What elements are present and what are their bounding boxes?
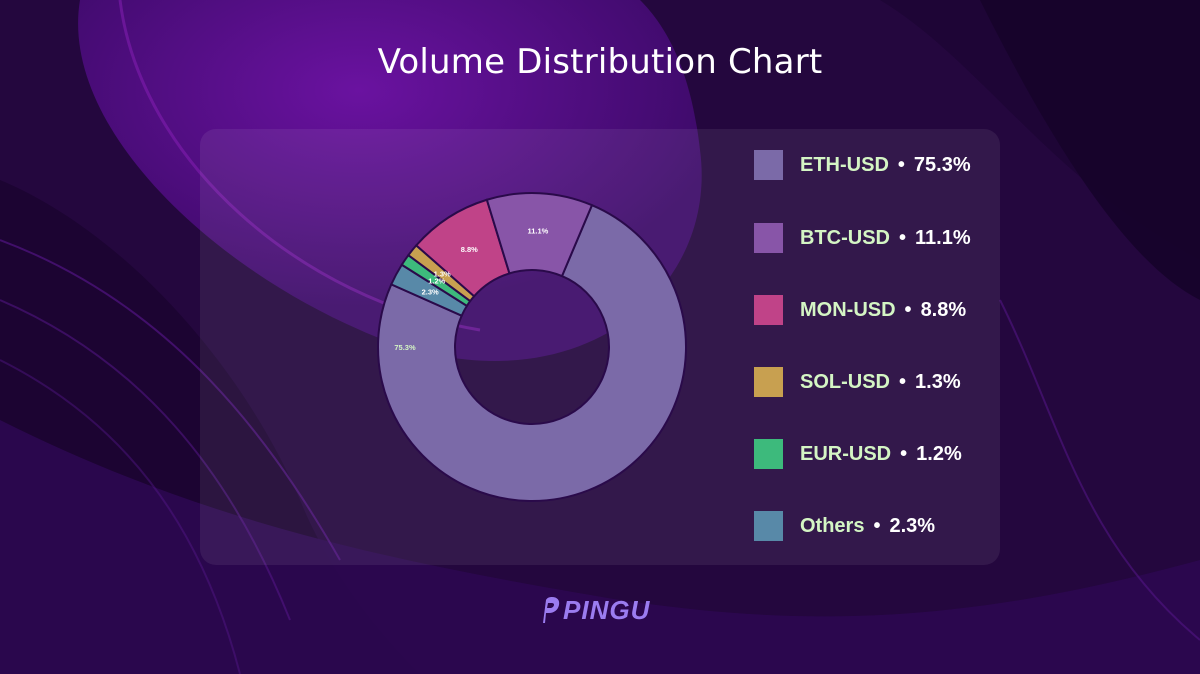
legend-separator: • [900,442,908,465]
legend-item: ETH-USD • 75.3% [754,147,971,183]
legend-swatch [754,150,783,180]
chart-title: Volume Distribution Chart [377,42,823,82]
legend-label: BTC-USD [800,226,890,249]
legend-percent: 75.3% [913,153,971,176]
legend-swatch [754,223,783,253]
legend-swatch [754,295,783,325]
legend-separator: • [899,226,907,249]
slice-label-eur-usd: 1.2% [428,277,445,286]
legend-percent: 8.8% [920,298,967,321]
pingu-logo: PINGU [537,594,650,626]
legend-label: MON-USD [800,298,896,321]
legend-item: SOL-USD • 1.3% [754,364,961,400]
legend-percent: 2.3% [889,514,936,537]
slice-label-btc-usd: 11.1% [527,227,548,236]
legend-label: EUR-USD [800,442,892,465]
legend-swatch [754,367,783,397]
donut-slice-btc-usd [485,192,594,278]
logo-text: PINGU [563,594,651,625]
legend-item: MON-USD • 8.8% [754,292,966,328]
legend-swatch [754,511,783,541]
legend-item: EUR-USD • 1.2% [754,436,962,472]
legend-percent: 1.2% [916,442,962,465]
pingu-logo-icon [543,597,560,623]
legend-percent: 11.1% [915,226,971,249]
legend-label: SOL-USD [800,370,890,393]
donut-slice-eth-usd [377,203,687,502]
legend-separator: • [904,298,912,321]
legend-item: Others • 2.3% [754,508,935,544]
slice-label-mon-usd: 8.8% [461,245,478,254]
legend-separator: • [899,370,907,393]
chart-card [200,129,1000,565]
legend-percent: 1.3% [915,370,961,393]
slice-label-eth-usd: 75.3% [394,343,416,352]
slice-label-sol-usd: 1.3% [434,269,451,278]
legend-label: ETH-USD [800,153,889,176]
legend-separator: • [897,153,905,176]
donut-chart: 75.3% 2.3% 1.2%1.3% 8.8% 11.1% [377,192,687,502]
legend-item: BTC-USD • 11.1% [754,220,971,256]
slice-label-others: 2.3% [422,288,439,297]
legend-label: Others [800,514,865,537]
legend-swatch [754,439,783,469]
legend-separator: • [873,514,881,537]
